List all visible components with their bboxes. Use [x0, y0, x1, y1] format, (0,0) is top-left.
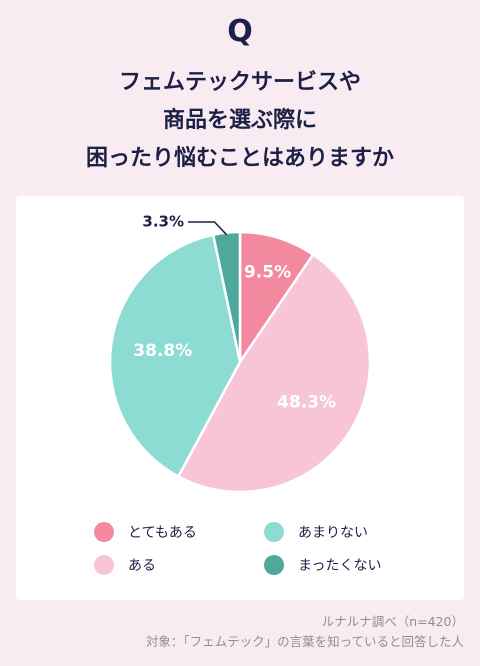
source-line-2: 対象：「フェムテック」の言葉を知っていると回答した人 — [145, 634, 464, 649]
source-line-1: ルナルナ調べ（n=420） — [321, 614, 464, 629]
legend-swatch — [264, 555, 284, 575]
legend-item-totemo-aru: とてもある — [94, 522, 197, 542]
legend-swatch — [264, 522, 284, 542]
chart-card: 9.5% 48.3% 38.8% 3.3% とてもある あまりない ある まったくない — [16, 196, 464, 600]
pie-slice-1 — [176, 252, 372, 494]
title-line-1: フェムテックサービスや — [118, 70, 361, 95]
legend-item-amari-nai: あまりない — [264, 522, 368, 542]
legend-label: ある — [128, 558, 156, 574]
pie-slice-0 — [238, 230, 315, 367]
title-line-2: 商品を選ぶ際に — [162, 108, 317, 133]
source-note: ルナルナ調べ（n=420） 対象：「フェムテック」の言葉を知っていると回答した人 — [146, 612, 464, 652]
pie-chart: 9.5% 48.3% 38.8% 3.3% — [108, 213, 372, 494]
slice-value-label-2: 38.8% — [133, 341, 192, 361]
pie-slice-2 — [108, 233, 242, 479]
slice-value-label-0: 9.5% — [244, 263, 291, 283]
leader-line-3 — [188, 221, 228, 236]
slice-value-label-1: 48.3% — [277, 392, 336, 412]
legend-swatch — [94, 555, 114, 575]
question-title: フェムテックサービスや 商品を選ぶ際に 困ったり悩むことはありますか — [0, 64, 480, 178]
legend-label: あまりない — [298, 525, 368, 541]
pie-slice-3 — [211, 230, 242, 363]
legend-label: とてもある — [128, 525, 197, 541]
question-mark: Q — [227, 14, 253, 49]
legend-item-aru: ある — [94, 555, 156, 575]
legend-swatch — [94, 522, 114, 542]
slice-value-label-3: 3.3% — [142, 213, 184, 231]
title-line-3: 困ったり悩むことはありますか — [85, 146, 394, 171]
legend-item-mattaku-nai: まったくない — [264, 555, 381, 575]
legend-label: まったくない — [298, 558, 382, 574]
